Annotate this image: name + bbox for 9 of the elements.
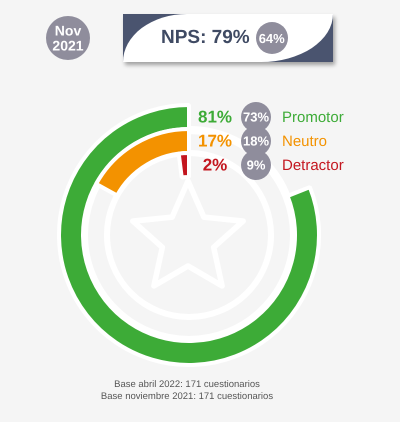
text: NPS: 79% xyxy=(161,27,250,49)
text: Base abril 2022: 171 cuestionarios xyxy=(114,379,260,390)
category-label: Promotor xyxy=(282,109,344,126)
text: Nov 2021 xyxy=(52,22,84,54)
text: 64% xyxy=(258,30,285,46)
text: Base noviembre 2021: 171 cuestionarios xyxy=(100,391,274,402)
data-label: 73% xyxy=(242,110,270,125)
data-label: 81% xyxy=(198,108,232,127)
category-label: Detractor xyxy=(282,157,344,174)
